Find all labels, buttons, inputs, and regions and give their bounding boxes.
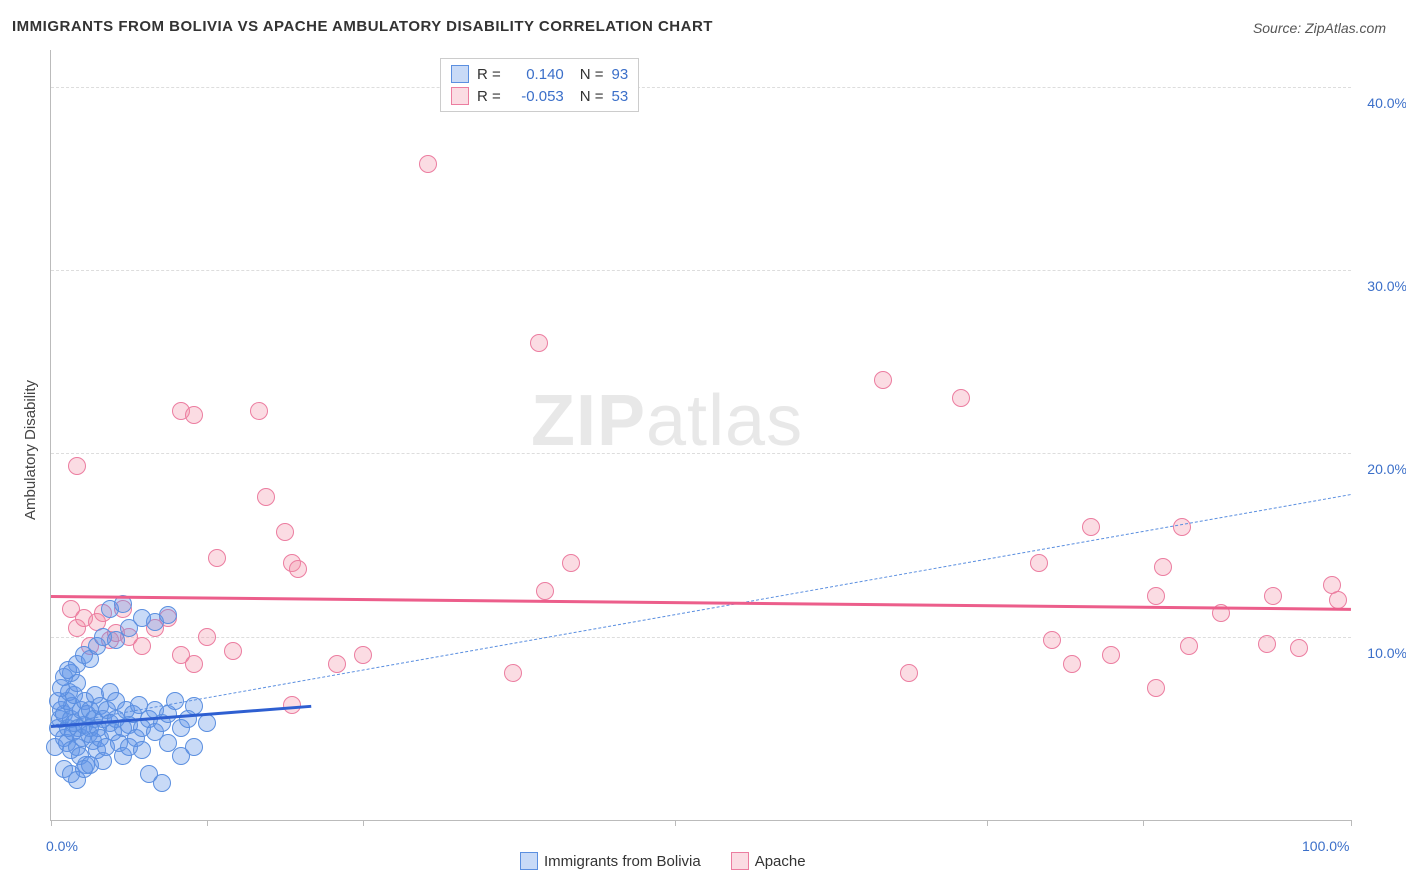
legend-swatch [451, 65, 469, 83]
legend-r-value: -0.053 [509, 88, 564, 105]
legend-row: R = -0.053 N = 53 [451, 85, 628, 107]
gridline [51, 453, 1351, 454]
scatter-point [68, 457, 86, 475]
legend-n-label: N = [580, 66, 604, 83]
x-tick [675, 820, 676, 826]
scatter-point [1063, 655, 1081, 673]
scatter-point [874, 371, 892, 389]
gridline [51, 270, 1351, 271]
scatter-point [208, 549, 226, 567]
scatter-point [328, 655, 346, 673]
watermark: ZIPatlas [531, 380, 803, 462]
legend-r-label: R = [477, 66, 501, 83]
scatter-point [1264, 587, 1282, 605]
scatter-point [562, 554, 580, 572]
x-tick [363, 820, 364, 826]
scatter-point [952, 389, 970, 407]
scatter-point [153, 774, 171, 792]
scatter-point [185, 655, 203, 673]
scatter-point [133, 741, 151, 759]
scatter-point [276, 523, 294, 541]
scatter-point [250, 402, 268, 420]
gridline [51, 87, 1351, 88]
y-tick-label: 30.0% [1347, 278, 1406, 294]
legend-r-label: R = [477, 88, 501, 105]
watermark-bold: ZIP [531, 381, 646, 461]
x-tick [1351, 820, 1352, 826]
legend-row: R = 0.140 N = 93 [451, 63, 628, 85]
scatter-point [504, 664, 522, 682]
scatter-point [1258, 635, 1276, 653]
plot-area: ZIPatlas 10.0%20.0%30.0%40.0% [50, 50, 1351, 821]
legend-label: Apache [755, 853, 806, 870]
scatter-point [283, 696, 301, 714]
scatter-point [530, 334, 548, 352]
scatter-point [185, 406, 203, 424]
scatter-point [133, 637, 151, 655]
scatter-point [354, 646, 372, 664]
x-tick [987, 820, 988, 826]
scatter-point [1043, 631, 1061, 649]
watermark-light: atlas [646, 381, 803, 461]
scatter-point [1082, 518, 1100, 536]
chart-title: IMMIGRANTS FROM BOLIVIA VS APACHE AMBULA… [12, 18, 713, 35]
scatter-point [1147, 587, 1165, 605]
x-tick [1143, 820, 1144, 826]
scatter-point [198, 714, 216, 732]
y-tick-label: 20.0% [1347, 461, 1406, 477]
scatter-point [289, 560, 307, 578]
x-tick-label: 100.0% [1302, 838, 1349, 854]
legend-swatch [731, 852, 749, 870]
scatter-point [224, 642, 242, 660]
y-axis-title: Ambulatory Disability [22, 380, 39, 520]
scatter-point [1102, 646, 1120, 664]
scatter-point [1180, 637, 1198, 655]
legend-r-value: 0.140 [509, 66, 564, 83]
source-attribution: Source: ZipAtlas.com [1253, 20, 1386, 36]
legend-n-label: N = [580, 88, 604, 105]
legend-label: Immigrants from Bolivia [544, 853, 701, 870]
scatter-point [900, 664, 918, 682]
scatter-point [159, 606, 177, 624]
gridline [51, 637, 1351, 638]
scatter-point [1173, 518, 1191, 536]
series-legend: Immigrants from Bolivia Apache [520, 852, 806, 870]
legend-item: Apache [731, 852, 806, 870]
scatter-point [536, 582, 554, 600]
scatter-point [185, 738, 203, 756]
scatter-point [1030, 554, 1048, 572]
scatter-point [59, 661, 77, 679]
x-tick [51, 820, 52, 826]
scatter-point [198, 628, 216, 646]
scatter-point [419, 155, 437, 173]
y-tick-label: 40.0% [1347, 95, 1406, 111]
legend-n-value: 53 [612, 88, 629, 105]
scatter-point [81, 756, 99, 774]
legend-swatch [451, 87, 469, 105]
x-tick [207, 820, 208, 826]
legend-item: Immigrants from Bolivia [520, 852, 701, 870]
x-tick-label: 0.0% [46, 838, 78, 854]
legend-n-value: 93 [612, 66, 629, 83]
y-tick-label: 10.0% [1347, 645, 1406, 661]
legend-swatch [520, 852, 538, 870]
correlation-legend: R = 0.140 N = 93 R = -0.053 N = 53 [440, 58, 639, 112]
scatter-point [1329, 591, 1347, 609]
scatter-point [1147, 679, 1165, 697]
scatter-point [257, 488, 275, 506]
scatter-point [1154, 558, 1172, 576]
scatter-point [1290, 639, 1308, 657]
